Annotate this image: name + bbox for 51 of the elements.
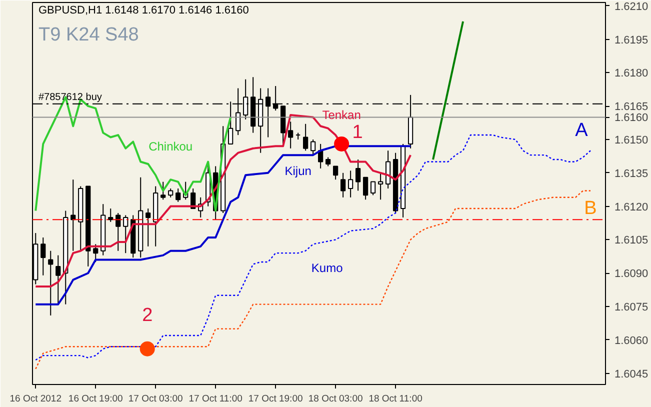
y-tick-label: 1.6165	[614, 101, 648, 114]
y-tick-label: 1.6120	[614, 201, 648, 214]
candlestick	[348, 170, 354, 198]
annotation: Tenkan	[322, 108, 361, 122]
candlestick	[176, 188, 181, 202]
candlestick	[40, 236, 46, 276]
x-tick-label: 16 Oct 2012	[10, 394, 62, 404]
candlestick	[340, 172, 346, 198]
x-tick-label: 17 Oct 11:00	[188, 394, 242, 404]
candlestick	[332, 166, 338, 180]
x-tick-label: 16 Oct 19:00	[68, 394, 123, 404]
annotation: Kumo	[311, 261, 344, 276]
y-tick-label: 1.6090	[614, 268, 648, 280]
x-tick-label: 17 Oct 03:00	[128, 394, 183, 404]
candlestick	[355, 159, 361, 192]
y-tick-label: 1.6195	[614, 34, 648, 46]
x-tick-label: 18 Oct 03:00	[308, 394, 363, 404]
candlestick	[108, 208, 114, 222]
ref-line-label: #7857612 buy	[38, 92, 102, 103]
candlestick	[303, 123, 308, 152]
y-tick-label: 1.6150	[614, 134, 648, 146]
candlestick	[378, 172, 384, 200]
y-tick-label: 1.6180	[614, 68, 648, 80]
annotation: Kijun	[284, 164, 312, 178]
candlestick	[48, 250, 54, 316]
annotation: T9 K24 S48	[38, 24, 139, 46]
y-tick-label: 1.6045	[614, 368, 648, 380]
annotation: A	[575, 120, 588, 142]
annotation: B	[584, 198, 597, 220]
chart-title: GBPUSD,H1 1.6148 1.6170 1.6146 1.6160	[38, 4, 249, 16]
candlestick	[362, 176, 368, 200]
candlestick	[93, 244, 98, 262]
candlestick	[288, 121, 294, 149]
annotation: Chinkou	[148, 140, 193, 154]
candlestick	[146, 208, 151, 247]
candlestick	[310, 138, 316, 156]
y-tick-label: 1.6075	[614, 302, 648, 314]
annotation: 2	[142, 304, 153, 326]
x-tick-label: 18 Oct 11:00	[368, 394, 422, 404]
candlestick	[370, 181, 376, 196]
candlestick	[116, 212, 121, 252]
y-tick-label: 1.6210	[614, 0, 648, 13]
y-tick-label: 1.6060	[614, 334, 648, 347]
annotation: 1	[352, 122, 363, 143]
candlestick	[123, 214, 128, 254]
x-tick-label: 17 Oct 19:00	[248, 394, 303, 404]
y-tick-label: 1.6135	[614, 168, 648, 180]
y-tick-label: 1.6105	[614, 234, 648, 247]
candlestick	[160, 181, 166, 200]
ref-line-label: 1.6160	[614, 112, 648, 124]
candlestick	[56, 254, 61, 305]
